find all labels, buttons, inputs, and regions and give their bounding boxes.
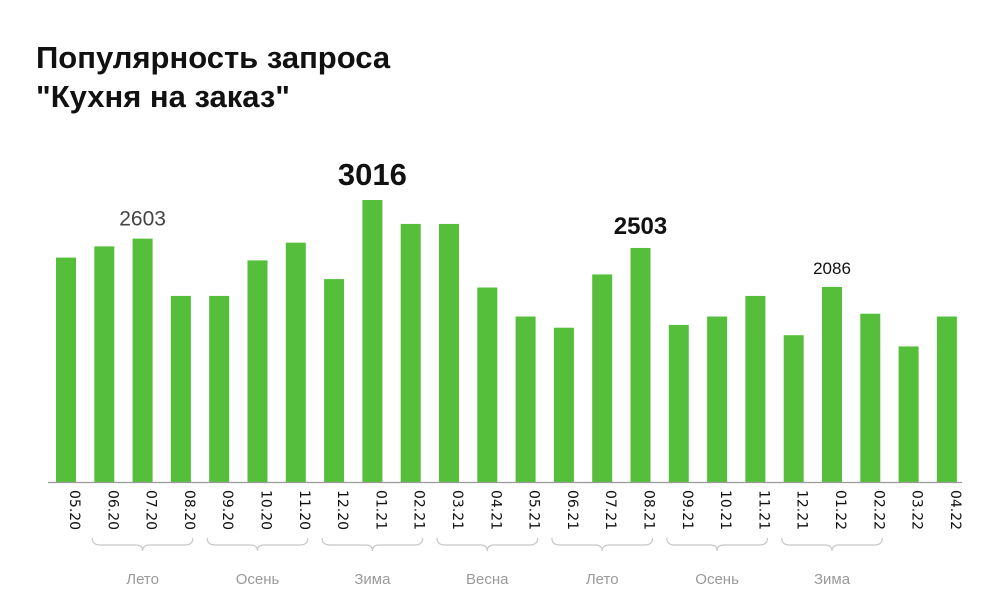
- value-label: 2603: [119, 208, 166, 231]
- season-brace: [666, 537, 768, 552]
- bar-04.21: [477, 287, 498, 482]
- bar-11.20: [285, 242, 306, 482]
- x-tick-label: 08.21: [641, 490, 657, 530]
- bar-12.21: [783, 335, 804, 482]
- bar-05.20: [56, 257, 76, 482]
- x-tick-label: 06.20: [104, 490, 120, 530]
- chart-title-line-1: Популярность запроса: [36, 40, 391, 75]
- bar-03.21: [439, 223, 459, 482]
- x-tick-label: 09.20: [219, 490, 235, 530]
- x-tick-label: 11.21: [755, 490, 771, 530]
- x-tick-label: 09.21: [679, 490, 695, 530]
- chart-title: Популярность запроса "Кухня на заказ": [36, 38, 390, 116]
- x-tick-label: 07.20: [143, 490, 159, 530]
- x-tick-label: 10.21: [717, 490, 733, 530]
- season-label: Осень: [695, 571, 739, 588]
- bar-08.20: [170, 295, 191, 482]
- x-tick-label: 11.20: [296, 490, 312, 530]
- bar-02.21: [400, 223, 421, 482]
- bar-06.20: [94, 246, 115, 482]
- x-tick-label: 12.20: [334, 490, 350, 530]
- x-tick-label: 02.21: [411, 490, 427, 530]
- x-tick-label: 01.22: [832, 490, 848, 530]
- season-brace: [781, 537, 883, 552]
- season-brace: [551, 537, 654, 552]
- x-tick-label: 03.22: [909, 490, 925, 530]
- season-brace: [321, 537, 424, 552]
- bar-01.21: [362, 200, 383, 482]
- bar-03.22: [898, 346, 919, 482]
- bar-07.20: [132, 238, 153, 482]
- bar-12.20: [324, 279, 345, 482]
- x-tick-label: 05.20: [66, 490, 82, 530]
- x-tick-labels: 05.20 06.20 07.20 08.20 09.20 10.20 11.20 12.20…: [66, 490, 963, 530]
- bar-02.22: [860, 313, 881, 482]
- season-braces: Лето Осень Зима Весна Лето Осень Зима: [91, 537, 883, 588]
- value-label: 2503: [614, 213, 667, 240]
- x-tick-label: 08.20: [181, 490, 197, 530]
- x-tick-label: 01.21: [372, 490, 388, 530]
- x-tick-label: 02.22: [870, 490, 886, 530]
- bar-08.21: [630, 247, 651, 482]
- season-label: Зима: [354, 571, 391, 588]
- x-tick-label: 04.22: [947, 490, 963, 530]
- x-tick-label: 04.21: [487, 490, 503, 530]
- season-brace: [436, 537, 539, 552]
- bar-07.21: [592, 274, 613, 482]
- x-tick-label: 05.21: [526, 490, 542, 530]
- x-tick-label: 10.20: [258, 490, 274, 530]
- bar-05.21: [515, 316, 536, 482]
- bar-09.21: [668, 324, 689, 482]
- bar-09.20: [209, 295, 230, 482]
- chart-title-line-2: "Кухня на заказ": [36, 79, 290, 114]
- x-tick-label: 12.21: [794, 490, 810, 530]
- season-brace: [206, 537, 309, 552]
- x-tick-label: 06.21: [564, 490, 580, 530]
- season-label: Весна: [466, 571, 509, 588]
- bar-04.22: [936, 316, 957, 482]
- season-label: Лето: [586, 571, 619, 588]
- bars-layer: [56, 200, 957, 482]
- x-tick-label: 07.21: [602, 490, 618, 530]
- value-label: 3016: [338, 157, 407, 192]
- bar-11.21: [745, 295, 766, 482]
- value-annotations: 2603 3016 2503 2086: [119, 157, 851, 278]
- season-label: Зима: [814, 571, 851, 588]
- season-label: Лето: [126, 571, 159, 588]
- bar-10.21: [707, 316, 728, 482]
- x-tick-label: 03.21: [449, 490, 465, 530]
- bar-01.22: [822, 286, 842, 482]
- value-label: 2086: [813, 259, 851, 278]
- bar-10.20: [247, 260, 268, 482]
- season-brace: [91, 537, 194, 552]
- season-label: Осень: [236, 571, 280, 588]
- bar-06.21: [553, 327, 574, 482]
